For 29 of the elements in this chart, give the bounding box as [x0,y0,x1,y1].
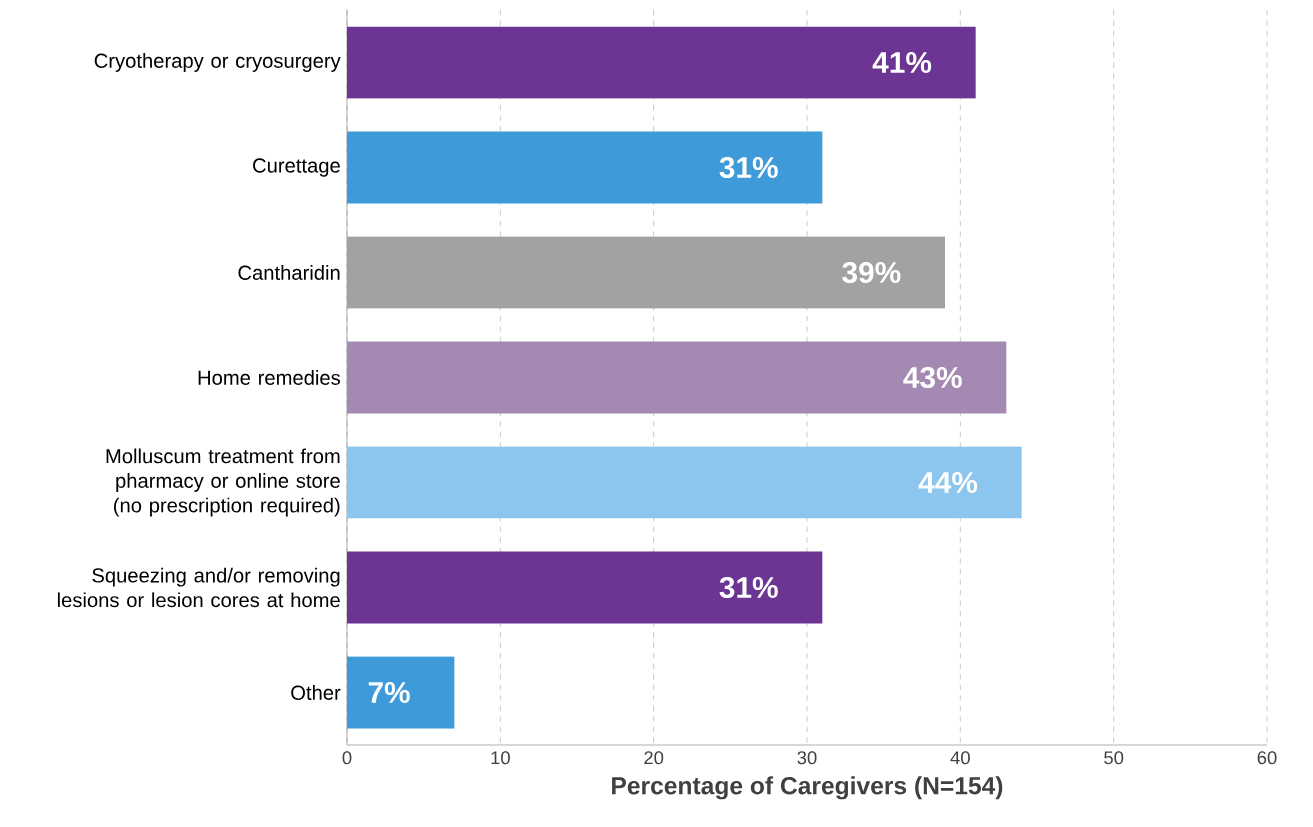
y-tick-label: Other [291,685,341,700]
x-tick-label: 0 [342,751,352,765]
bar [347,656,455,729]
data-label: 39% [842,261,901,284]
bar [347,341,1007,414]
y-tick-label: Cryotherapy or cryosurgery [94,53,341,72]
y-tick-label: Molluscum treatment from pharmacy or online store (no prescription required) [106,448,340,517]
bar [347,551,823,624]
bar [347,26,976,99]
y-tick-label: Home remedies [198,370,341,385]
x-tick-label: 10 [491,751,510,765]
y-tick-label: Squeezing and/or removing lesions or lesion cores at home [57,567,340,608]
x-tick-label: 20 [644,751,664,765]
bar [347,236,945,309]
bar [347,446,1022,519]
x-tick-label: 60 [1257,751,1277,765]
bar [347,131,823,204]
x-tick-label: 50 [1104,751,1124,765]
y-tick-label: Cantharidin [238,265,340,280]
y-tick-label: Curettage [253,158,340,177]
data-label: 43% [903,366,962,389]
data-label: 7% [368,681,410,703]
x-tick-label: 40 [950,751,970,765]
x-tick-label: 30 [797,751,817,765]
x-axis-title: Percentage of Caregivers (N=154) [612,776,1003,800]
data-label: 41% [872,52,932,73]
data-label: 44% [918,472,978,493]
data-label: 31% [719,156,778,179]
data-label: 31% [719,576,778,599]
